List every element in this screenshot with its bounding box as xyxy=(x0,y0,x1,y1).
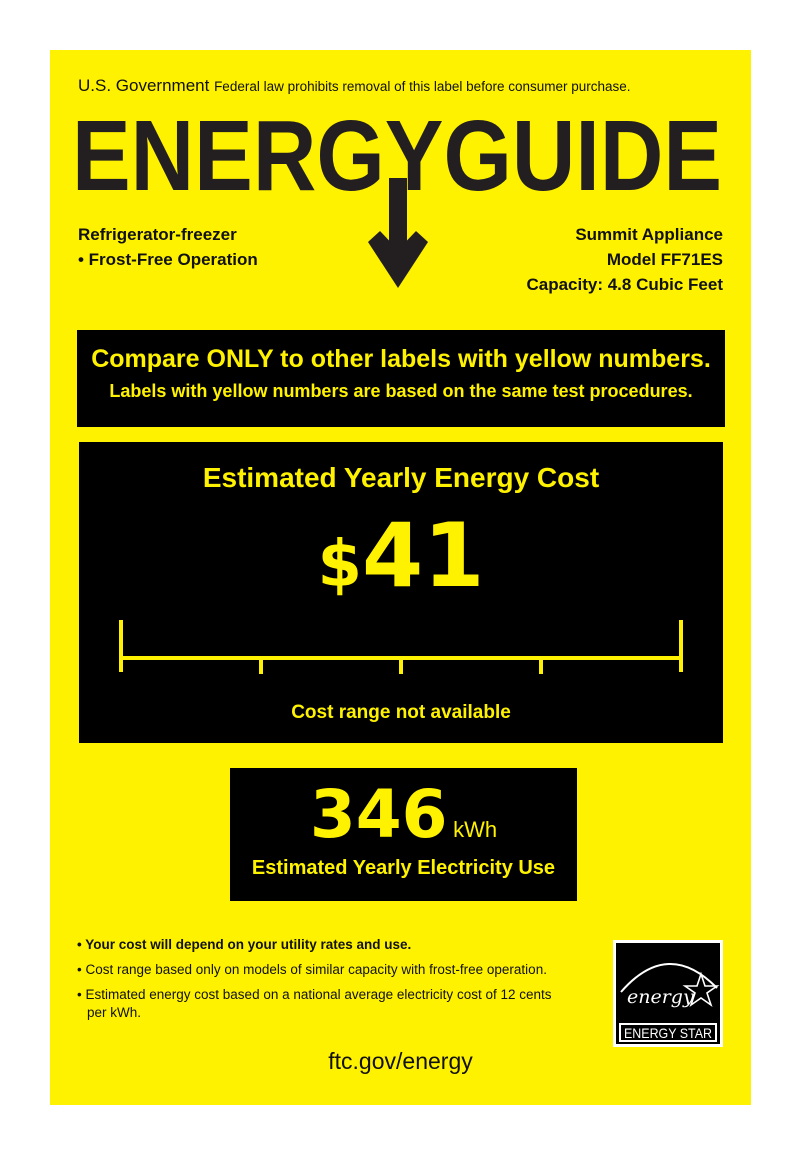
energy-star-logo: energy ENERGY STAR xyxy=(613,940,723,1047)
note: • Estimated energy cost based on a natio… xyxy=(77,987,552,1002)
energyguide-logo: ENERGYGUIDE xyxy=(72,100,722,212)
star-icon xyxy=(682,971,720,1008)
note-continued: per kWh. xyxy=(87,1005,142,1020)
kwh-value: 346 kWh xyxy=(230,780,577,850)
ftc-link[interactable]: ftc.gov/energy xyxy=(328,1048,473,1074)
down-arrow-icon xyxy=(368,178,428,288)
currency-symbol: $ xyxy=(317,528,363,602)
energy-star-label: ENERGY STAR xyxy=(624,1025,712,1041)
compare-heading: Compare ONLY to other labels with yellow… xyxy=(91,345,711,373)
cost-number: 41 xyxy=(362,504,485,607)
yearly-cost-box: Estimated Yearly Energy Cost $41 Cost ra… xyxy=(79,442,723,743)
manufacturer: Summit Appliance xyxy=(575,225,723,244)
cost-title: Estimated Yearly Energy Cost xyxy=(202,462,600,493)
model-number: Model FF71ES xyxy=(606,250,723,269)
kwh-unit: kWh xyxy=(453,817,498,842)
compare-subtext: Labels with yellow numbers are based on … xyxy=(109,381,693,401)
kwh-number: 346 xyxy=(309,776,448,853)
cost-range-scale xyxy=(119,620,683,674)
cost-range-text: Cost range not available xyxy=(291,702,511,723)
gov-text: U.S. Government xyxy=(78,76,210,95)
logo-text: ENERGYGUIDE xyxy=(72,100,722,212)
capacity: Capacity: 4.8 Cubic Feet xyxy=(526,275,723,294)
footnotes: • Your cost will depend on your utility … xyxy=(77,936,597,1029)
electricity-use-box: 346 kWh Estimated Yearly Electricity Use xyxy=(230,768,577,901)
compare-notice-box: Compare ONLY to other labels with yellow… xyxy=(77,330,725,427)
product-info: Refrigerator-freezer • Frost-Free Operat… xyxy=(78,222,258,272)
electricity-label: Estimated Yearly Electricity Use xyxy=(251,857,556,879)
energyguide-label: U.S. Government Federal law prohibits re… xyxy=(50,50,751,1105)
manufacturer-info: Summit Appliance Model FF71ES Capacity: … xyxy=(526,222,723,297)
government-notice: U.S. Government Federal law prohibits re… xyxy=(78,76,631,97)
note: • Cost range based only on models of sim… xyxy=(77,962,547,977)
removal-notice: Federal law prohibits removal of this la… xyxy=(214,79,631,94)
note: • Your cost will depend on your utility … xyxy=(77,937,412,952)
product-feature: • Frost-Free Operation xyxy=(78,250,258,269)
product-type: Refrigerator-freezer xyxy=(78,225,237,244)
energy-script: energy xyxy=(627,986,694,1008)
cost-value: $41 xyxy=(79,508,723,629)
